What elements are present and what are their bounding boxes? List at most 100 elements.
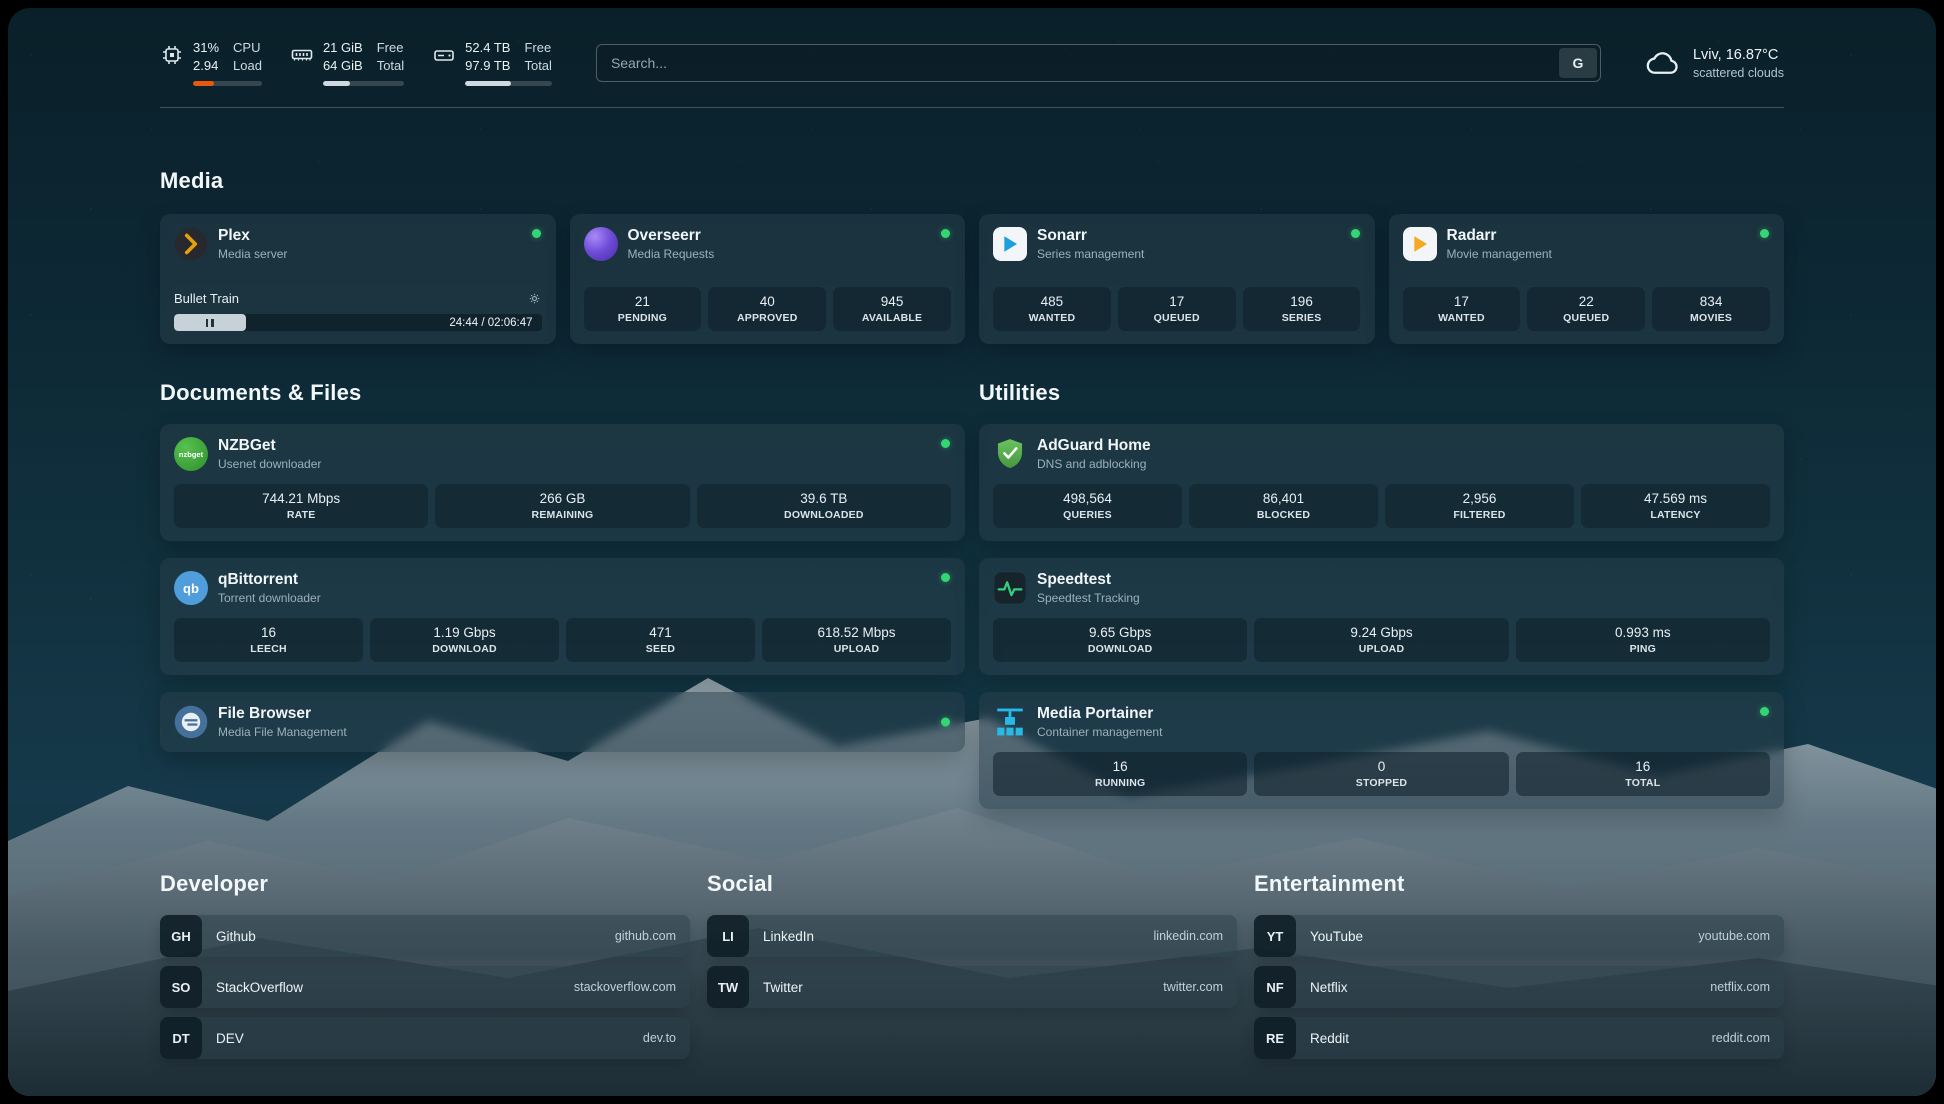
section-documents: Documents & Files nzbget NZBGet Usenet d… (160, 380, 965, 809)
bookmark-name: DEV (216, 1030, 244, 1046)
disk-icon (432, 43, 456, 67)
bookmark-netflix[interactable]: NF Netflix netflix.com (1254, 966, 1784, 1008)
memory-free: 21 GiB (322, 40, 363, 56)
stat-leech: 16 LEECH (174, 618, 363, 662)
section-social: Social LI LinkedIn linkedin.com TW Twitt… (707, 871, 1237, 1059)
overseerr-icon (583, 227, 618, 261)
stat-upload: 9.24 Gbps UPLOAD (1254, 618, 1509, 662)
bookmark-url: github.com (614, 929, 676, 943)
app-name: Overseerr (627, 227, 701, 244)
plex-now-playing: Bullet Train (174, 291, 542, 331)
section-utilities: Utilities (979, 380, 1784, 809)
app-card-radarr[interactable]: Radarr Movie management 17 WANTED 22 QUE… (1388, 214, 1784, 344)
app-card-portainer[interactable]: Media Portainer Container management 16 … (979, 692, 1784, 809)
bookmark-name: Reddit (1310, 1030, 1350, 1046)
bookmark-name: YouTube (1310, 928, 1364, 944)
bookmark-linkedin[interactable]: LI LinkedIn linkedin.com (707, 915, 1237, 957)
app-description: DNS and adblocking (1037, 457, 1147, 471)
cpu-percent: 31% (193, 40, 220, 56)
stat-rate: 744.21 Mbps RATE (174, 484, 429, 528)
bookmark-dev[interactable]: DT DEV dev.to (160, 1017, 690, 1059)
search-engine-button[interactable]: G (1558, 48, 1597, 78)
status-dot (941, 717, 950, 727)
status-dot (941, 229, 950, 238)
status-dot (1760, 229, 1769, 238)
app-card-speedtest[interactable]: Speedtest Speedtest Tracking 9.65 Gbps D… (979, 558, 1784, 675)
app-card-nzbget[interactable]: nzbget NZBGet Usenet downloader 744.21 M… (160, 424, 965, 541)
stat-upload: 618.52 Mbps UPLOAD (762, 618, 951, 662)
app-description: Movie management (1446, 247, 1552, 261)
sonarr-icon (993, 227, 1027, 261)
cpu-load-label: Load (233, 58, 262, 73)
stat-latency: 47.569 ms LATENCY (1581, 484, 1770, 528)
stat-ping: 0.993 ms PING (1515, 618, 1770, 662)
stat-running: 16 RUNNING (993, 752, 1248, 796)
bookmark-github[interactable]: GH Github github.com (160, 915, 690, 957)
stat-queries: 498,564 QUERIES (993, 484, 1182, 528)
stat-queued: 17 QUEUED (1117, 287, 1236, 331)
bookmark-abbr: SO (160, 966, 202, 1008)
app-name: qBittorrent (218, 571, 299, 588)
app-card-filebrowser[interactable]: File Browser Media File Management (160, 692, 965, 752)
bookmark-url: stackoverflow.com (573, 980, 676, 994)
memory-free-label: Free (376, 40, 404, 56)
app-description: Speedtest Tracking (1037, 591, 1140, 605)
bookmark-abbr: NF (1254, 966, 1296, 1008)
system-widgets: 31% CPU 2.94 Load (160, 40, 552, 86)
bookmark-abbr: LI (707, 915, 749, 957)
stat-pending: 21 PENDING (583, 287, 702, 331)
app-name: AdGuard Home (1037, 437, 1151, 454)
qbittorrent-icon: qb (174, 571, 208, 605)
section-title-social: Social (707, 871, 774, 896)
stat-wanted: 485 WANTED (993, 287, 1111, 331)
weather-widget[interactable]: Lviv, 16.87°C scattered clouds (1645, 45, 1784, 81)
app-card-sonarr[interactable]: Sonarr Series management 485 WANTED 17 Q… (979, 214, 1375, 344)
stat-series: 196 SERIES (1242, 287, 1361, 331)
stat-seed: 471 SEED (566, 618, 755, 662)
stat-download: 1.19 Gbps DOWNLOAD (370, 618, 559, 662)
cpu-label: CPU (233, 40, 261, 56)
bookmark-reddit[interactable]: RE Reddit reddit.com (1254, 1017, 1784, 1059)
stat-queued: 22 QUEUED (1527, 287, 1646, 331)
bookmark-stackoverflow[interactable]: SO StackOverflow stackoverflow.com (160, 966, 690, 1008)
bookmark-youtube[interactable]: YT YouTube youtube.com (1254, 915, 1784, 957)
bookmark-abbr: YT (1254, 915, 1296, 957)
section-developer: Developer GH Github github.com SO StackO… (160, 871, 690, 1059)
bookmark-url: twitter.com (1163, 980, 1223, 994)
app-card-adguard[interactable]: AdGuard Home DNS and adblocking 498,564 … (979, 424, 1784, 541)
stat-movies: 834 MOVIES (1652, 287, 1770, 331)
bookmark-url: reddit.com (1711, 1031, 1770, 1045)
search-input[interactable] (596, 45, 1556, 81)
disk-free: 52.4 TB (465, 40, 511, 56)
weather-condition: scattered clouds (1692, 65, 1784, 80)
settings-gear-icon[interactable] (527, 291, 542, 306)
stat-available: 945 AVAILABLE (833, 287, 951, 331)
playback-progress-bar[interactable]: 24:44 / 02:06:47 (174, 314, 542, 331)
status-dot (1350, 229, 1360, 238)
app-card-qbittorrent[interactable]: qb qBittorrent Torrent downloader 16 LEE… (160, 558, 965, 675)
dashboard-screen: 31% CPU 2.94 Load (8, 8, 1936, 1096)
app-card-overseerr[interactable]: Overseerr Media Requests 21 PENDING 40 A… (569, 214, 965, 344)
bookmark-url: youtube.com (1698, 929, 1770, 943)
bookmark-name: StackOverflow (216, 979, 304, 995)
cpu-progress-bar (193, 80, 262, 86)
bookmark-twitter[interactable]: TW Twitter twitter.com (707, 966, 1237, 1008)
ram-icon (290, 43, 314, 67)
pause-icon[interactable] (205, 318, 214, 327)
app-description: Media server (218, 247, 288, 261)
stat-remaining: 266 GB REMAINING (435, 484, 690, 528)
bookmark-url: linkedin.com (1153, 929, 1223, 943)
weather-location: Lviv, 16.87°C (1692, 46, 1779, 63)
radarr-icon (1402, 227, 1437, 261)
memory-widget: 21 GiB Free 64 GiB Total (290, 40, 405, 86)
portainer-icon (993, 705, 1027, 739)
disk-progress-bar (465, 80, 552, 86)
app-description: Media File Management (218, 725, 347, 739)
search-bar: G (595, 44, 1601, 82)
cpu-widget: 31% CPU 2.94 Load (160, 40, 262, 86)
app-name: Media Portainer (1037, 705, 1154, 722)
app-card-plex[interactable]: Plex Media server Bullet Train (160, 214, 556, 344)
section-title-media: Media (160, 168, 224, 193)
status-dot (531, 229, 541, 238)
disk-free-label: Free (524, 40, 552, 56)
